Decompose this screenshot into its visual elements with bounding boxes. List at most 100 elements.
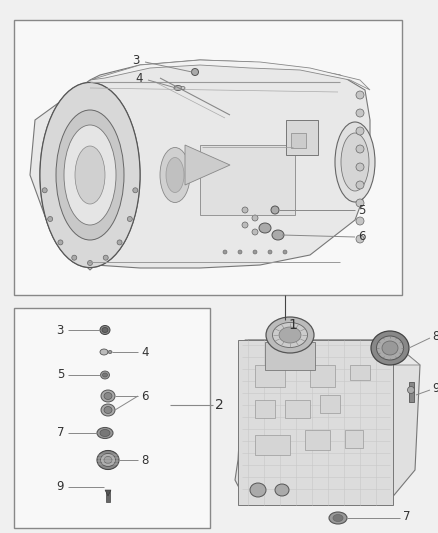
Text: 6: 6 bbox=[141, 390, 148, 402]
Text: 4: 4 bbox=[135, 71, 143, 85]
Ellipse shape bbox=[58, 240, 63, 245]
Ellipse shape bbox=[275, 484, 289, 496]
Ellipse shape bbox=[100, 454, 116, 466]
Ellipse shape bbox=[242, 222, 248, 228]
Ellipse shape bbox=[356, 217, 364, 225]
Ellipse shape bbox=[104, 456, 112, 464]
Text: 6: 6 bbox=[358, 230, 365, 244]
Ellipse shape bbox=[250, 483, 266, 497]
Ellipse shape bbox=[329, 512, 347, 524]
Bar bbox=[350, 365, 370, 380]
Text: 4: 4 bbox=[141, 345, 148, 359]
Ellipse shape bbox=[42, 188, 47, 193]
Ellipse shape bbox=[174, 85, 182, 91]
Ellipse shape bbox=[97, 450, 119, 470]
Ellipse shape bbox=[97, 427, 113, 439]
Ellipse shape bbox=[104, 392, 112, 400]
Ellipse shape bbox=[252, 229, 258, 235]
Ellipse shape bbox=[117, 240, 122, 245]
Ellipse shape bbox=[166, 157, 184, 192]
Ellipse shape bbox=[266, 317, 314, 353]
Bar bbox=[310, 365, 335, 387]
Ellipse shape bbox=[238, 250, 242, 254]
Bar bbox=[14, 20, 402, 295]
Ellipse shape bbox=[272, 230, 284, 240]
Ellipse shape bbox=[407, 386, 414, 393]
Ellipse shape bbox=[252, 215, 258, 221]
Ellipse shape bbox=[100, 326, 110, 335]
Ellipse shape bbox=[356, 145, 364, 153]
PathPatch shape bbox=[30, 60, 370, 270]
Ellipse shape bbox=[272, 322, 307, 348]
Ellipse shape bbox=[160, 148, 190, 203]
Bar bbox=[255, 435, 290, 455]
Ellipse shape bbox=[356, 181, 364, 189]
Text: 9: 9 bbox=[432, 382, 438, 394]
Ellipse shape bbox=[108, 351, 112, 353]
Ellipse shape bbox=[271, 206, 279, 214]
Ellipse shape bbox=[377, 336, 403, 360]
Bar bbox=[200, 145, 295, 215]
Ellipse shape bbox=[127, 216, 132, 222]
Text: 5: 5 bbox=[358, 204, 365, 216]
Ellipse shape bbox=[259, 223, 271, 233]
Ellipse shape bbox=[268, 250, 272, 254]
Ellipse shape bbox=[356, 163, 364, 171]
Ellipse shape bbox=[371, 331, 409, 365]
Ellipse shape bbox=[191, 69, 198, 76]
Ellipse shape bbox=[223, 250, 227, 254]
Bar bbox=[291, 133, 306, 148]
Ellipse shape bbox=[242, 207, 248, 213]
Ellipse shape bbox=[356, 235, 364, 243]
Ellipse shape bbox=[75, 146, 105, 204]
Text: 8: 8 bbox=[141, 454, 148, 466]
Ellipse shape bbox=[283, 250, 287, 254]
Bar bbox=[320, 395, 340, 413]
Ellipse shape bbox=[104, 407, 112, 414]
Ellipse shape bbox=[102, 373, 107, 377]
PathPatch shape bbox=[90, 60, 370, 90]
Text: 9: 9 bbox=[57, 481, 64, 494]
Ellipse shape bbox=[40, 83, 140, 268]
Ellipse shape bbox=[356, 199, 364, 207]
Text: 7: 7 bbox=[57, 426, 64, 440]
Ellipse shape bbox=[356, 109, 364, 117]
Ellipse shape bbox=[56, 110, 124, 240]
Ellipse shape bbox=[72, 255, 77, 260]
Ellipse shape bbox=[103, 255, 108, 260]
Ellipse shape bbox=[133, 188, 138, 193]
Bar bbox=[106, 490, 110, 502]
Bar bbox=[14, 308, 210, 528]
Ellipse shape bbox=[88, 261, 92, 265]
Ellipse shape bbox=[333, 514, 343, 521]
Ellipse shape bbox=[279, 327, 301, 343]
Ellipse shape bbox=[40, 83, 140, 268]
Ellipse shape bbox=[100, 371, 110, 379]
PathPatch shape bbox=[105, 490, 111, 496]
Ellipse shape bbox=[382, 341, 398, 355]
Bar bbox=[285, 400, 310, 418]
Bar bbox=[255, 400, 275, 418]
Text: 1: 1 bbox=[288, 318, 297, 332]
Ellipse shape bbox=[102, 327, 108, 333]
Ellipse shape bbox=[341, 133, 369, 191]
Ellipse shape bbox=[335, 122, 375, 202]
Bar bbox=[345, 430, 363, 448]
Text: 5: 5 bbox=[57, 368, 64, 382]
Bar bbox=[255, 365, 285, 387]
Ellipse shape bbox=[356, 91, 364, 99]
Bar bbox=[238, 340, 393, 505]
Ellipse shape bbox=[48, 216, 53, 222]
Ellipse shape bbox=[181, 86, 185, 90]
Ellipse shape bbox=[100, 349, 108, 355]
Ellipse shape bbox=[64, 125, 116, 225]
Ellipse shape bbox=[356, 127, 364, 135]
Ellipse shape bbox=[253, 250, 257, 254]
Bar bbox=[305, 430, 330, 450]
Ellipse shape bbox=[101, 390, 115, 402]
Text: 7: 7 bbox=[403, 510, 410, 522]
Text: 2: 2 bbox=[215, 398, 224, 412]
Text: 3: 3 bbox=[133, 53, 140, 67]
PathPatch shape bbox=[248, 340, 420, 365]
PathPatch shape bbox=[235, 340, 420, 505]
